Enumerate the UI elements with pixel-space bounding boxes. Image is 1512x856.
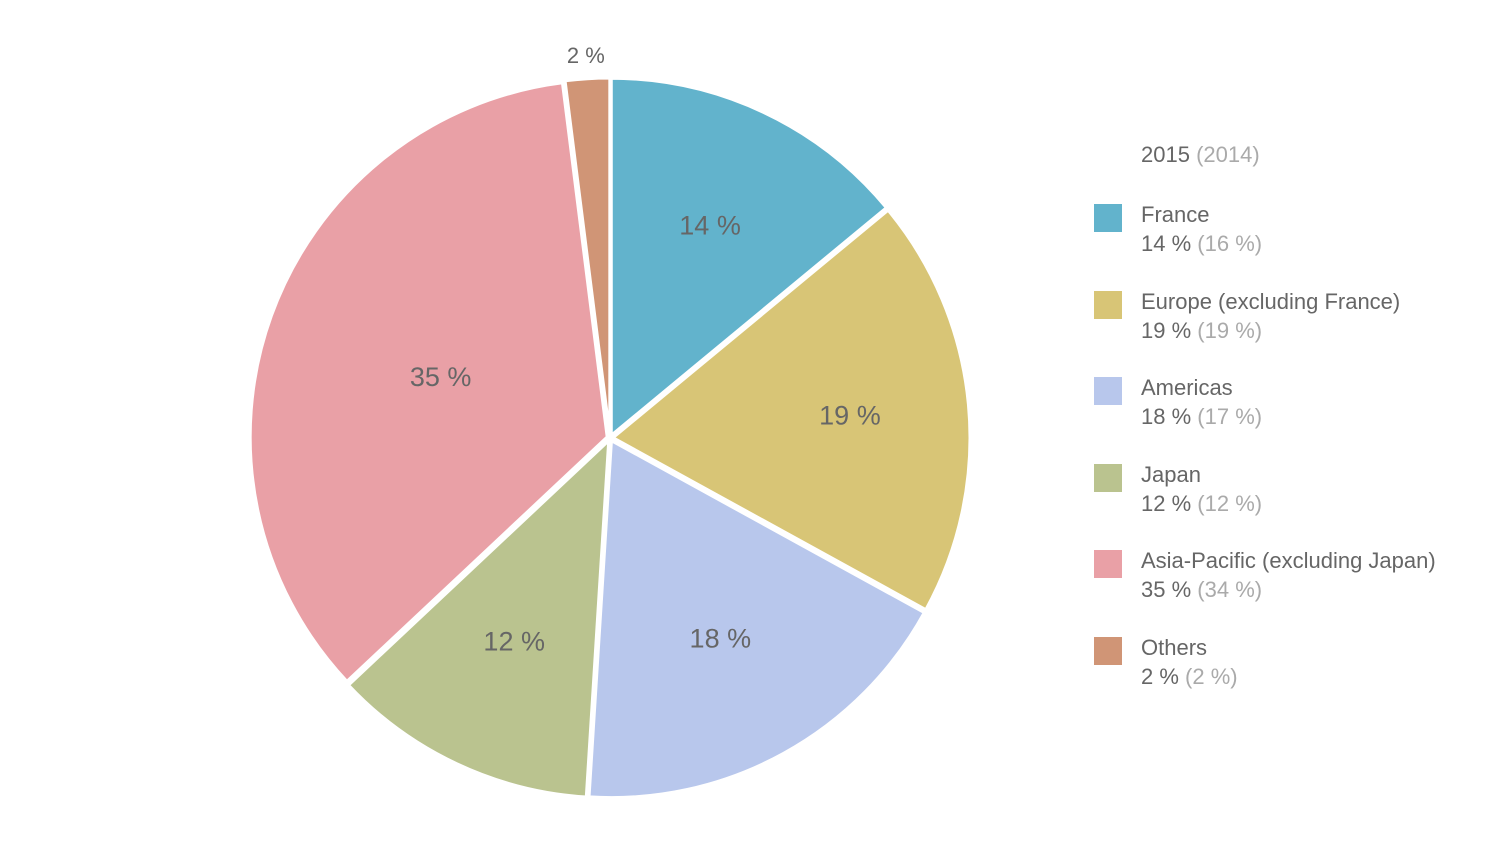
legend-value: 18 % — [1141, 404, 1192, 429]
slice-label: 19 % — [819, 400, 881, 430]
legend-title: 2015 (2014) — [1141, 140, 1260, 204]
slice-label: 35 % — [410, 362, 472, 392]
legend-label: Europe (excluding France) — [1141, 288, 1401, 314]
pie-slice-3 — [346, 437, 611, 799]
pie-chart: 14 % 19 % 18 % 12 % 35 % 2 % — [248, 43, 972, 800]
legend-value: 14 % — [1141, 231, 1192, 256]
legend-compare-year: (2014) — [1196, 142, 1260, 167]
pie-slice-1 — [610, 208, 972, 612]
legend: 2015 (2014) France 14 % (16 %) Europe (e… — [1094, 140, 1436, 724]
legend-swatch — [1094, 550, 1122, 578]
legend-item: Asia-Pacific (excluding Japan) 35 % (34 … — [1094, 548, 1436, 637]
legend-value: 12 % — [1141, 490, 1192, 516]
legend-swatch — [1094, 290, 1122, 319]
pie-slice-0 — [609, 76, 889, 439]
legend-label: France — [1141, 202, 1210, 227]
legend-item: France 14 % (16 %) — [1094, 202, 1263, 291]
legend-value: 35 % — [1141, 577, 1192, 602]
legend-item: Europe (excluding France) 19 % (19 %) — [1094, 289, 1400, 378]
slice-label: 12 % — [483, 627, 545, 657]
pie-slice-2 — [587, 438, 927, 800]
legend-prev-value: (2 %) — [1185, 663, 1238, 689]
legend-swatch — [1094, 204, 1122, 232]
legend-swatch — [1094, 636, 1122, 665]
legend-year: 2015 — [1141, 142, 1190, 167]
slice-label: 14 % — [679, 210, 741, 240]
legend-value: 19 % — [1141, 317, 1192, 343]
legend-item: Americas 18 % (17 %) — [1094, 375, 1263, 464]
legend-item: Japan 12 % (12 %) — [1094, 462, 1263, 551]
legend-value: 2 % — [1141, 663, 1179, 689]
legend-prev-value: (19 %) — [1197, 317, 1263, 343]
legend-label: Others — [1141, 634, 1208, 660]
pie-slice-4 — [248, 81, 609, 684]
legend-swatch — [1094, 463, 1122, 492]
legend-prev-value: (17 %) — [1197, 404, 1263, 429]
legend-swatch — [1094, 377, 1122, 405]
legend-item: Others 2 % (2 %) — [1094, 635, 1260, 724]
legend-label: Japan — [1141, 461, 1201, 487]
legend-prev-value: (16 %) — [1197, 231, 1263, 256]
legend-label: Asia-Pacific (excluding Japan) — [1141, 548, 1436, 573]
legend-prev-value: (34 %) — [1197, 577, 1263, 602]
legend-prev-value: (12 %) — [1197, 490, 1263, 516]
legend-label: Americas — [1141, 375, 1233, 400]
slice-label: 18 % — [690, 624, 752, 654]
slice-label: 2 % — [567, 43, 605, 68]
pie-slice-5 — [563, 76, 612, 436]
